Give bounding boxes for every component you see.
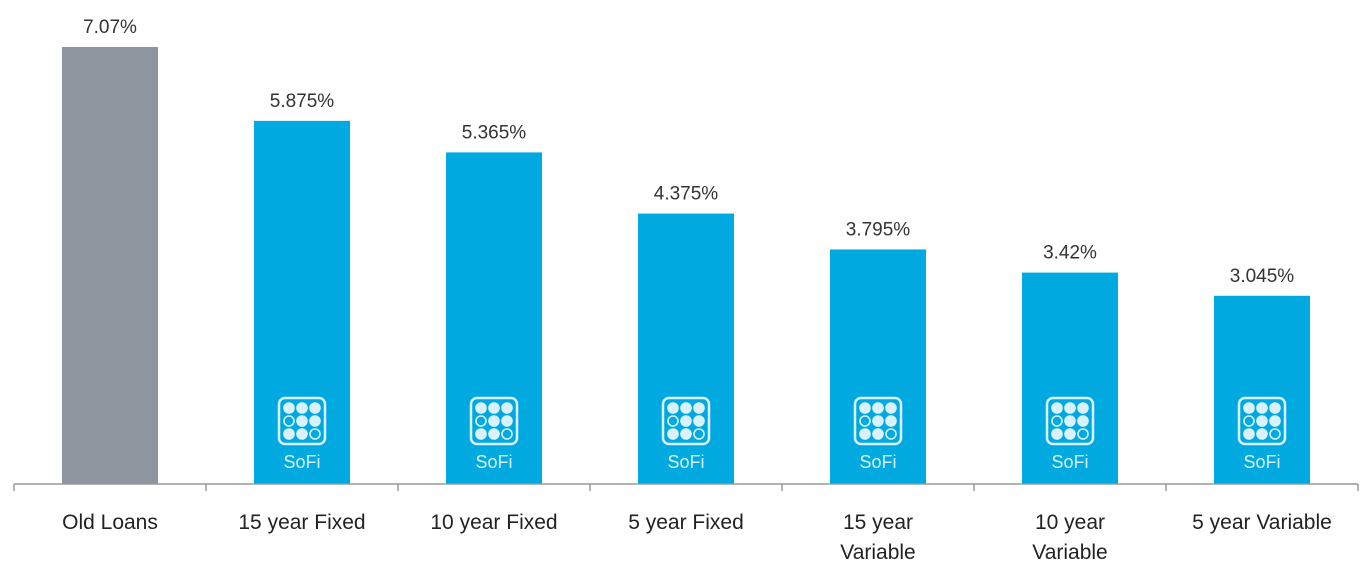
sofi-logo-icon: SoFi bbox=[277, 396, 327, 472]
value-label: 5.875% bbox=[270, 91, 335, 112]
category-label: 10 year Fixed bbox=[430, 511, 557, 534]
bar bbox=[1022, 272, 1118, 484]
value-label: 3.045% bbox=[1230, 266, 1295, 287]
category-label: 5 year Variable bbox=[1192, 511, 1332, 534]
bar bbox=[1214, 295, 1310, 484]
sofi-logo-icon: SoFi bbox=[1237, 396, 1287, 472]
value-labels-group: 7.07% 5.875% 5.365% 4.375% 3.795% 3.42% 3.045% bbox=[83, 17, 1294, 287]
value-label: 5.365% bbox=[462, 122, 527, 143]
category-label: 15 year Fixed bbox=[238, 511, 365, 534]
sofi-logo-text: SoFi bbox=[667, 452, 704, 472]
category-labels-group: Old Loans 15 year Fixed 10 year Fixed 5 yea… bbox=[62, 511, 1332, 564]
sofi-logo-icon: SoFi bbox=[661, 396, 711, 472]
sofi-logo-text: SoFi bbox=[1243, 452, 1280, 472]
sofi-logo-icon: SoFi bbox=[469, 396, 519, 472]
category-label: 5 year Fixed bbox=[628, 511, 744, 534]
sofi-logo-text: SoFi bbox=[1051, 452, 1088, 472]
category-label: Variable bbox=[1032, 541, 1108, 564]
category-label: Old Loans bbox=[62, 511, 158, 534]
category-label: Variable bbox=[840, 541, 916, 564]
sofi-logo-text: SoFi bbox=[475, 452, 512, 472]
bar bbox=[830, 249, 926, 484]
value-label: 3.42% bbox=[1043, 243, 1097, 264]
sofi-logo-text: SoFi bbox=[859, 452, 896, 472]
x-axis bbox=[13, 483, 1359, 491]
value-label: 7.07% bbox=[83, 17, 137, 38]
value-label: 3.795% bbox=[846, 219, 911, 240]
sofi-logo-icon: SoFi bbox=[1045, 396, 1095, 472]
sofi-logo-icon: SoFi bbox=[853, 396, 903, 472]
category-label: 10 year bbox=[1035, 511, 1105, 534]
sofi-logo-text: SoFi bbox=[283, 452, 320, 472]
category-label: 15 year bbox=[843, 511, 913, 534]
value-label: 4.375% bbox=[654, 184, 719, 205]
bar bbox=[62, 47, 158, 484]
logos-group: SoFi SoFi SoFi SoFi SoFi SoFi bbox=[277, 396, 1287, 472]
